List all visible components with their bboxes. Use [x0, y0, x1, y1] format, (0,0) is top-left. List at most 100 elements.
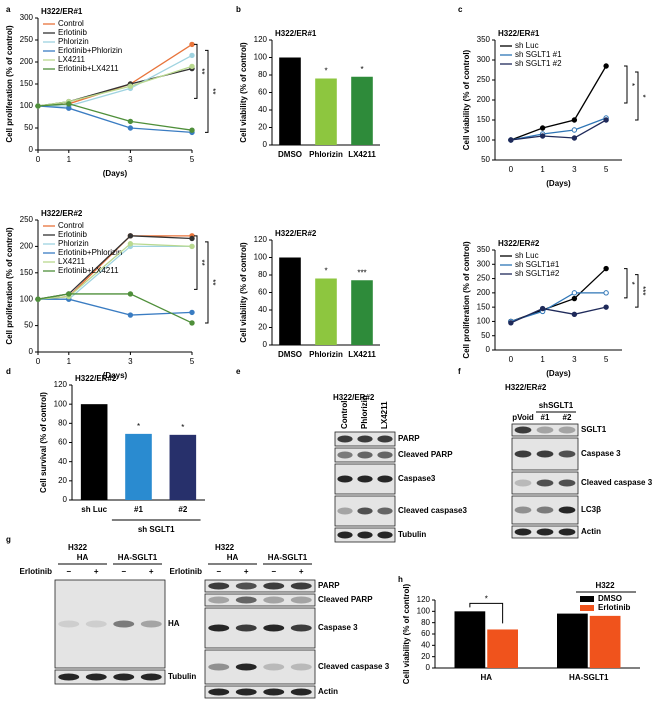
legend-label: Control — [58, 19, 84, 28]
lane-label: Control — [340, 401, 349, 429]
y-tick-label: 100 — [477, 317, 491, 326]
significance-bracket — [469, 602, 504, 624]
point — [127, 241, 134, 247]
blot-band — [140, 673, 162, 681]
x-tick-label: #2 — [178, 505, 187, 514]
y-tick-label: 250 — [477, 75, 491, 84]
legend-label: Erlotinib+Phlorizin — [58, 248, 122, 257]
bar — [557, 613, 588, 668]
x-axis-label: (Days) — [103, 169, 128, 178]
y-tick-label: 40 — [58, 457, 67, 466]
bar — [80, 404, 108, 500]
band-label: Actin — [318, 687, 338, 696]
chart-title: H322/ER#2 — [75, 374, 117, 383]
x-tick-label: 1 — [540, 355, 545, 364]
y-tick-label: 50 — [24, 321, 33, 330]
y-tick-label: 0 — [263, 140, 268, 149]
point — [35, 296, 41, 302]
blot-band — [337, 475, 353, 483]
bar — [315, 278, 337, 345]
series-line — [37, 293, 193, 324]
band-label: PARP — [318, 581, 340, 590]
significance-bracket — [205, 49, 209, 133]
x-tick-label: Phlorizin — [309, 150, 343, 159]
point — [571, 290, 578, 296]
blot-band — [113, 620, 135, 628]
blot-band — [357, 531, 373, 539]
point — [189, 127, 195, 133]
y-tick-label: 40 — [421, 640, 430, 649]
chart-title: H322/ER#2 — [275, 229, 317, 238]
blot-title: H322/ER#2 — [333, 393, 375, 402]
group-label: HA-SGLT1 — [118, 553, 158, 562]
band-label: PARP — [398, 434, 420, 443]
x-tick-label: sh Luc — [81, 505, 107, 514]
treatment-sign: + — [94, 567, 99, 576]
point — [66, 101, 72, 107]
blot-band — [263, 582, 285, 590]
significance-label: * — [638, 94, 647, 97]
y-tick-label: 120 — [417, 595, 431, 604]
y-axis-label: Cell proliferation (% of control) — [5, 227, 14, 345]
x-tick-label: Phlorizin — [309, 350, 343, 359]
series-line — [38, 298, 193, 316]
lane-label: LX4211 — [380, 401, 389, 429]
significance-bracket — [624, 268, 628, 299]
blot-strip — [204, 593, 316, 607]
chart-title: H322/ER#1 — [41, 7, 83, 16]
blot-band — [235, 624, 257, 632]
point — [571, 135, 578, 141]
point — [127, 233, 134, 239]
x-axis-label: (Days) — [546, 179, 571, 188]
x-tick-label: 0 — [36, 357, 41, 366]
legend-label: Erlotinib — [598, 603, 631, 612]
panel-letter: b — [236, 5, 241, 14]
band-label: Tubulin — [168, 672, 196, 681]
y-tick-label: 150 — [477, 302, 491, 311]
blot-band — [208, 596, 230, 604]
legend-label: LX4211 — [58, 55, 86, 64]
lane-label: pVoid — [512, 413, 534, 422]
legend-label: sh SGLT1 #1 — [515, 50, 562, 59]
bar — [487, 629, 518, 668]
point — [539, 305, 546, 312]
blot-band — [357, 435, 373, 443]
chart-title: H322/ER#2 — [498, 239, 540, 248]
blot-band — [514, 450, 532, 458]
x-tick-label: 0 — [509, 355, 514, 364]
series-line — [510, 119, 607, 141]
y-tick-label: 20 — [258, 323, 267, 332]
blot-band — [337, 507, 353, 515]
series-line — [510, 292, 607, 323]
bar — [315, 78, 337, 145]
bar — [279, 257, 301, 345]
panel-letter: a — [6, 5, 11, 14]
blot-band — [290, 582, 312, 590]
point — [189, 63, 195, 70]
y-tick-label: 100 — [20, 101, 34, 110]
y-tick-label: 20 — [58, 476, 67, 485]
x-tick-label: DMSO — [278, 350, 302, 359]
blot-band — [208, 582, 230, 590]
point — [127, 312, 134, 318]
chart-title: H322/ER#1 — [275, 29, 317, 38]
y-tick-label: 60 — [258, 288, 267, 297]
panel-letter: c — [458, 5, 463, 14]
point — [35, 103, 41, 109]
y-tick-label: 200 — [20, 242, 34, 251]
bar — [351, 76, 373, 145]
significance-label: * — [324, 67, 327, 76]
blot-band — [357, 475, 373, 483]
y-tick-label: 0 — [426, 663, 431, 672]
blot-band — [263, 624, 285, 632]
legend-swatch — [580, 605, 594, 611]
blot-band — [235, 663, 257, 671]
band-label: Cleaved PARP — [398, 450, 453, 459]
blot-band — [558, 506, 576, 514]
legend-label: sh Luc — [515, 251, 539, 260]
group-label: HA-SGLT1 — [268, 553, 308, 562]
y-tick-label: 100 — [477, 135, 491, 144]
significance-label: *** — [638, 286, 647, 295]
point — [603, 304, 609, 310]
point — [66, 291, 72, 297]
